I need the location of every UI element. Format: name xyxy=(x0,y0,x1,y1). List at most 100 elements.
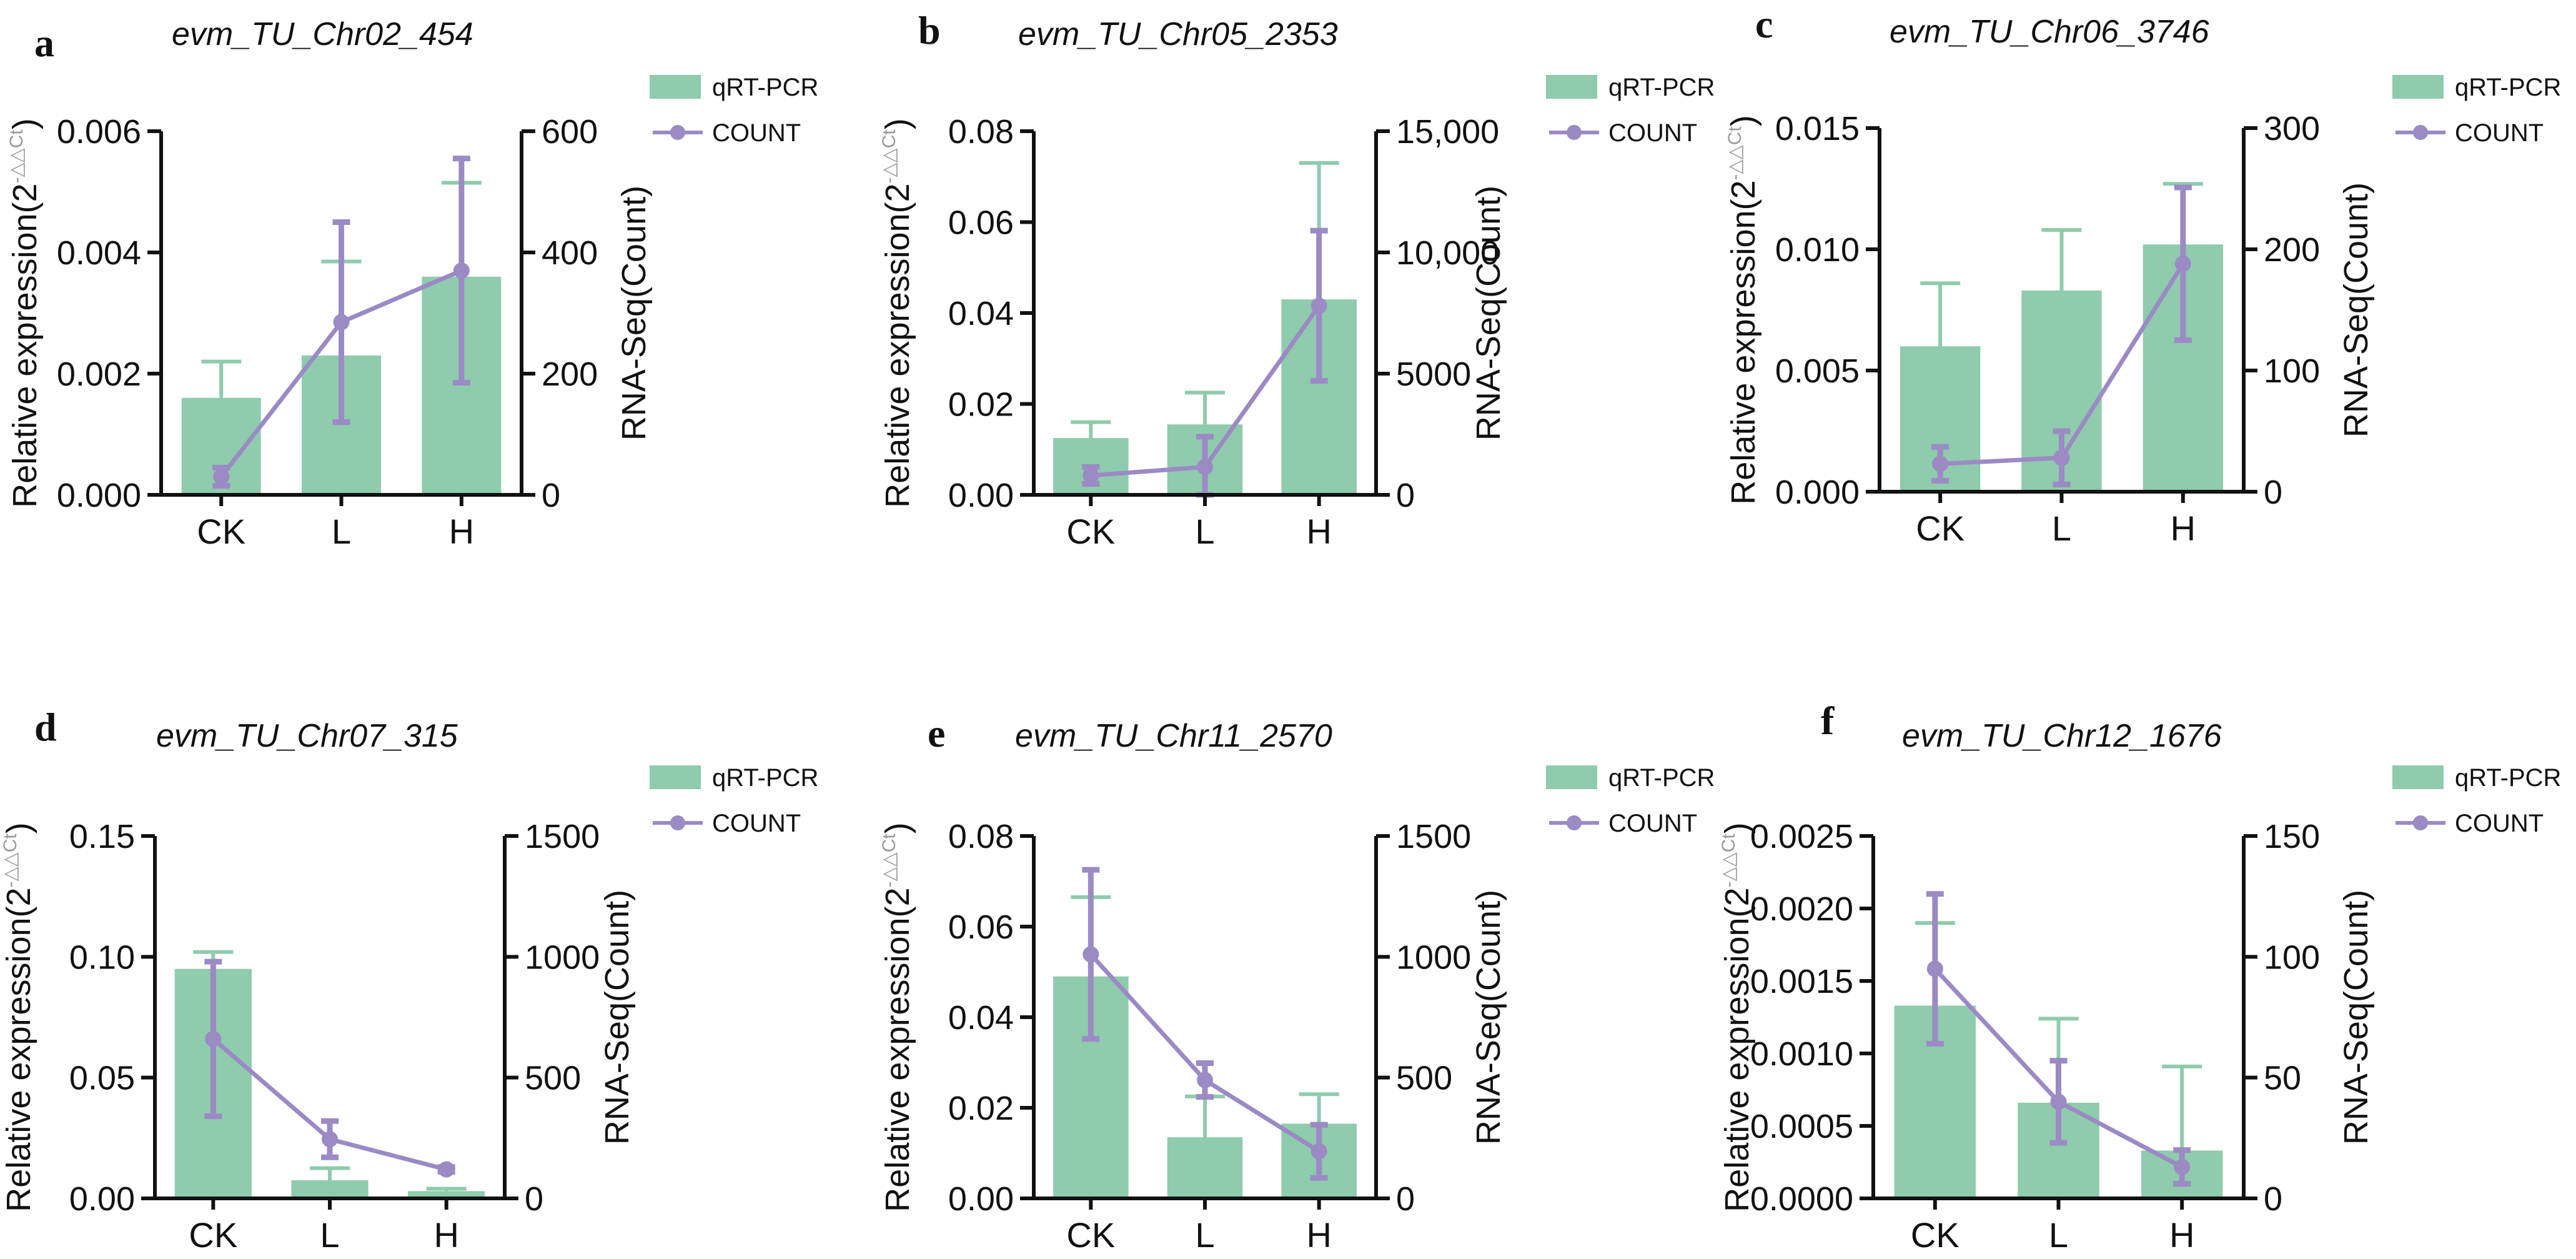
left-axis-title: Relative expression(2-△△Ct) xyxy=(1718,822,1756,1212)
count-point xyxy=(1082,946,1099,963)
right-tick-label: 200 xyxy=(542,356,598,393)
x-tick-label: L xyxy=(1195,512,1214,551)
x-tick-label: L xyxy=(1195,1215,1214,1255)
x-tick-label: CK xyxy=(1911,1215,1959,1255)
left-axis-title-superscript: -△△Ct xyxy=(1718,834,1739,888)
legend-bar-swatch xyxy=(1546,75,1597,99)
count-point xyxy=(1926,960,1943,977)
left-axis-title-main: Relative expression(2 xyxy=(6,183,44,507)
left-axis-title: Relative expression(2-△△Ct) xyxy=(1725,115,1762,504)
right-tick-label: 0 xyxy=(2264,1180,2282,1218)
right-tick-label: 100 xyxy=(2264,938,2320,976)
left-axis-title: Relative expression(2-△△Ct) xyxy=(879,822,916,1212)
x-tick-label: L xyxy=(332,512,351,551)
right-tick-label: 1500 xyxy=(525,818,600,855)
count-point xyxy=(205,1030,222,1047)
left-axis-title-superscript: -△△Ct xyxy=(879,129,899,184)
legend-bar-label: qRT-PCR xyxy=(2455,74,2561,101)
panel-letter: a xyxy=(34,21,54,65)
count-point xyxy=(2174,256,2191,272)
panel-d: d evm_TU_Chr07_315 0.00 0.05 0.10 0.15 0 500 100… xyxy=(0,705,818,1255)
left-axis-title-main: Relative expression(2 xyxy=(879,183,916,507)
left-tick-label: 0.00 xyxy=(948,1180,1014,1218)
left-tick-label: 0.004 xyxy=(57,234,141,272)
right-tick-label: 150 xyxy=(2264,818,2320,855)
right-tick-label: 1000 xyxy=(525,938,600,976)
left-tick-label: 0.06 xyxy=(948,204,1014,242)
count-point xyxy=(438,1161,455,1178)
left-tick-label: 0.006 xyxy=(57,113,141,151)
x-tick-label: CK xyxy=(197,512,245,551)
x-tick-label: CK xyxy=(189,1215,237,1255)
qrt-pcr-bar xyxy=(291,1180,369,1198)
count-point xyxy=(2053,449,2070,466)
panel-letter: e xyxy=(928,711,945,755)
right-tick-label: 0 xyxy=(525,1180,543,1218)
left-tick-label: 0.015 xyxy=(1775,110,1860,147)
left-tick-label: 0.02 xyxy=(948,1090,1014,1127)
left-axis-title: Relative expression(2-△△Ct) xyxy=(879,118,916,507)
right-tick-label: 0 xyxy=(1396,477,1415,514)
right-tick-label: 1500 xyxy=(1396,818,1471,855)
left-tick-label: 0.04 xyxy=(948,295,1014,332)
left-tick-label: 0.0015 xyxy=(1750,963,1853,1000)
legend-bar-label: qRT-PCR xyxy=(712,764,818,792)
right-tick-label: 0 xyxy=(1396,1180,1415,1218)
right-tick-label: 15,000 xyxy=(1396,113,1499,151)
legend-bar-label: qRT-PCR xyxy=(1608,764,1715,792)
left-axis-title-end: ) xyxy=(6,118,44,129)
panel-letter: b xyxy=(918,8,941,52)
legend-line-label: COUNT xyxy=(1608,119,1697,147)
legend-line-marker xyxy=(1567,815,1582,830)
left-axis-title: Relative expression(2-△△Ct) xyxy=(0,822,37,1212)
count-point xyxy=(1197,1072,1213,1088)
legend-line-marker xyxy=(2413,125,2428,140)
legend-bar-swatch xyxy=(1546,765,1597,789)
left-tick-label: 0.06 xyxy=(948,908,1014,946)
x-tick-label: L xyxy=(2052,509,2071,548)
left-tick-label: 0.0000 xyxy=(1750,1180,1853,1218)
panel-f: f evm_TU_Chr12_1676 0.0000 0.0005 0.0010 0.00… xyxy=(1718,699,2561,1255)
panel-b: b evm_TU_Chr05_2353 0.00 0.02 0.04 0.06 0.08 0 5… xyxy=(879,8,1715,551)
left-axis-title-superscript: -△△Ct xyxy=(0,834,21,888)
right-axis-title: RNA-Seq(Count) xyxy=(1470,186,1507,440)
left-axis-title: Relative expression(2-△△Ct) xyxy=(6,118,44,507)
left-tick-label: 0.000 xyxy=(1775,474,1860,511)
count-point xyxy=(333,314,350,331)
left-tick-label: 0.08 xyxy=(948,818,1014,855)
panel-title: evm_TU_Chr06_3746 xyxy=(1890,14,2209,50)
x-tick-label: H xyxy=(449,512,474,551)
right-tick-label: 100 xyxy=(2264,352,2320,390)
count-point xyxy=(1310,1143,1327,1160)
right-tick-label: 1000 xyxy=(1396,938,1471,976)
legend-line-label: COUNT xyxy=(2455,119,2544,147)
left-axis-title-superscript: -△△Ct xyxy=(6,129,27,184)
right-tick-label: 300 xyxy=(2264,110,2320,147)
left-tick-label: 0.005 xyxy=(1775,352,1860,390)
left-tick-label: 0.0010 xyxy=(1750,1035,1853,1073)
x-tick-label: CK xyxy=(1066,512,1115,551)
legend-line-marker xyxy=(2413,815,2428,830)
left-tick-label: 0.00 xyxy=(948,477,1014,514)
left-axis-title-end: ) xyxy=(879,822,916,834)
left-axis-title-end: ) xyxy=(0,822,37,834)
legend-bar-swatch xyxy=(2392,75,2444,99)
legend-bar-swatch xyxy=(650,75,701,99)
x-tick-label: H xyxy=(2169,1215,2194,1255)
legend-line-marker xyxy=(1567,125,1582,140)
legend-bar-label: qRT-PCR xyxy=(712,74,818,101)
x-tick-label: H xyxy=(2171,509,2196,548)
right-tick-label: 500 xyxy=(525,1060,581,1097)
count-point xyxy=(1932,455,1949,472)
left-tick-label: 0.002 xyxy=(57,356,141,393)
x-tick-label: H xyxy=(1306,1215,1331,1255)
count-point xyxy=(322,1131,338,1148)
right-axis-title: RNA-Seq(Count) xyxy=(1470,890,1507,1145)
legend-line-label: COUNT xyxy=(2455,810,2544,837)
right-tick-label: 5000 xyxy=(1396,356,1471,393)
panel-letter: d xyxy=(34,705,57,749)
x-tick-label: H xyxy=(1306,512,1331,551)
right-tick-label: 500 xyxy=(1396,1060,1452,1097)
left-axis-title-superscript: -△△Ct xyxy=(1725,126,1745,181)
left-tick-label: 0.05 xyxy=(69,1060,135,1097)
